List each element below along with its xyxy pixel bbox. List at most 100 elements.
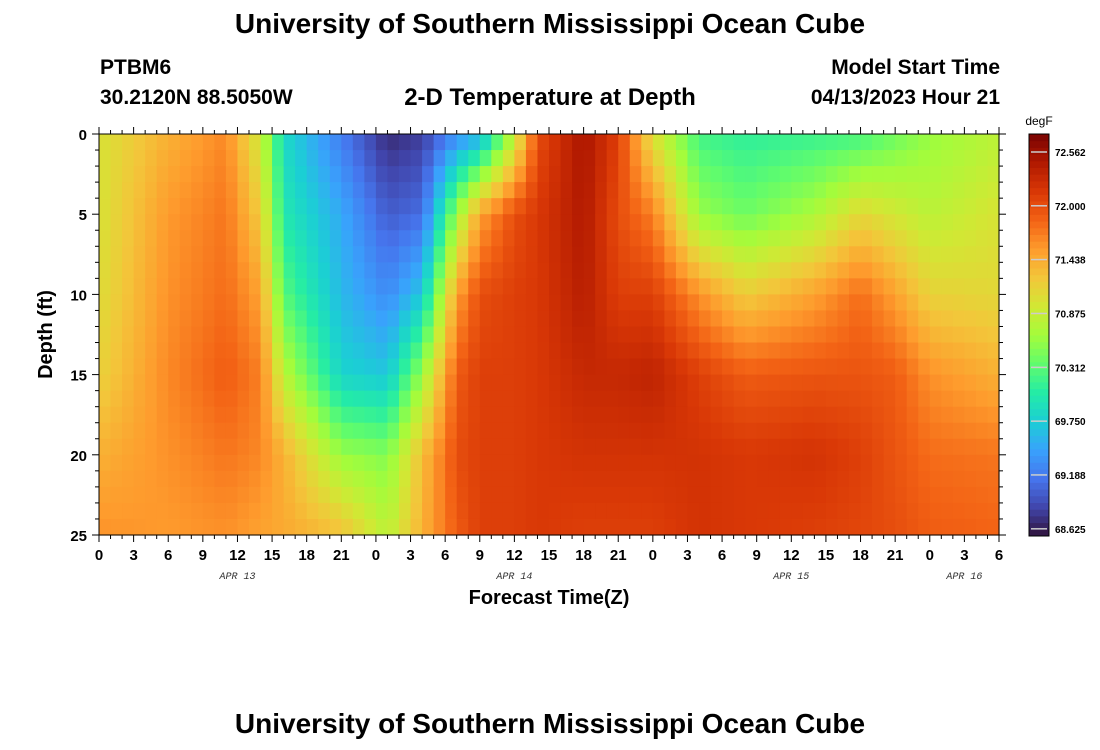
heatmap-cell <box>849 230 862 247</box>
heatmap-cell <box>664 438 677 456</box>
heatmap-cell <box>387 390 400 408</box>
heatmap-cell <box>445 518 458 536</box>
heatmap-cell <box>779 486 792 504</box>
heatmap-cell <box>652 438 665 456</box>
heatmap-cell <box>641 278 654 295</box>
heatmap-cell <box>837 310 850 328</box>
heatmap-cell <box>814 502 827 520</box>
heatmap-cell <box>849 326 862 344</box>
heatmap-cell <box>295 230 308 247</box>
heatmap-cell <box>214 486 227 504</box>
heatmap-cell <box>468 326 481 344</box>
heatmap-cell <box>779 342 792 360</box>
heatmap-cell <box>283 342 296 360</box>
heatmap-cell <box>664 454 677 472</box>
heatmap-cell <box>156 134 169 151</box>
heatmap-cell <box>814 326 827 344</box>
heatmap-cell <box>318 198 331 215</box>
heatmap-cell <box>122 438 135 456</box>
heatmap-cell <box>202 342 215 360</box>
heatmap-cell <box>572 262 585 279</box>
heatmap-cell <box>306 294 319 312</box>
heatmap-cell <box>975 518 989 536</box>
heatmap-cell <box>168 262 181 279</box>
heatmap-cell <box>433 486 446 504</box>
heatmap-cell <box>952 454 965 472</box>
heatmap-cell <box>872 374 885 392</box>
heatmap-cell <box>329 214 342 231</box>
heatmap-cell <box>849 406 862 424</box>
heatmap-cell <box>652 454 665 472</box>
heatmap-cell <box>987 230 1000 247</box>
heatmap-cell <box>675 134 689 151</box>
heatmap-cell <box>583 198 596 215</box>
heatmap-cell <box>214 134 227 151</box>
heatmap-cell <box>145 470 158 488</box>
heatmap-cell <box>456 518 469 536</box>
heatmap-cell <box>214 150 227 167</box>
heatmap-cell <box>191 246 204 263</box>
heatmap-cell <box>260 454 273 472</box>
heatmap-cell <box>618 422 631 440</box>
heatmap-cell <box>849 214 862 231</box>
heatmap-cell <box>306 134 319 151</box>
heatmap-cell <box>422 326 435 344</box>
heatmap-cell <box>814 182 827 199</box>
heatmap-cell <box>941 134 954 151</box>
heatmap-cell <box>283 438 296 456</box>
heatmap-cell <box>456 374 469 392</box>
colorbar-segment <box>1029 247 1049 256</box>
heatmap-cell <box>629 262 642 279</box>
heatmap-cell <box>179 246 192 263</box>
heatmap-cell <box>168 230 181 247</box>
heatmap-cell <box>191 470 204 488</box>
heatmap-cell <box>710 390 723 408</box>
heatmap-cell <box>122 166 135 183</box>
heatmap-cell <box>306 502 319 520</box>
heatmap-cell <box>768 182 781 199</box>
heatmap-cell <box>802 342 815 360</box>
heatmap-cell <box>318 214 331 231</box>
heatmap-cell <box>825 502 839 520</box>
heatmap-cell <box>422 454 435 472</box>
heatmap-cell <box>445 326 458 344</box>
heatmap-cell <box>99 230 112 247</box>
heatmap-cell <box>214 358 227 376</box>
colorbar-segment <box>1029 167 1049 175</box>
heatmap-cell <box>468 422 481 440</box>
heatmap-cell <box>825 470 839 488</box>
colorbar-segment <box>1029 321 1049 329</box>
heatmap-cell <box>975 294 989 312</box>
heatmap-cell <box>964 470 977 488</box>
heatmap-cell <box>122 486 135 504</box>
heatmap-cell <box>479 374 492 392</box>
heatmap-cell <box>410 374 423 392</box>
heatmap-cell <box>341 390 354 408</box>
heatmap-cell <box>364 358 377 376</box>
heatmap-cell <box>583 470 596 488</box>
heatmap-cell <box>468 438 481 456</box>
heatmap-cell <box>814 342 827 360</box>
heatmap-cell <box>318 470 331 488</box>
heatmap-cell <box>375 262 389 279</box>
heatmap-cell <box>399 230 412 247</box>
heatmap-cell <box>675 214 689 231</box>
heatmap-cell <box>375 406 389 424</box>
heatmap-cell <box>814 470 827 488</box>
heatmap-cell <box>572 150 585 167</box>
heatmap-cell <box>941 518 954 536</box>
heatmap-cell <box>952 502 965 520</box>
heatmap-cell <box>191 278 204 295</box>
heatmap-cell <box>99 182 112 199</box>
heatmap-cell <box>549 150 562 167</box>
heatmap-cell <box>906 454 919 472</box>
heatmap-cell <box>779 470 792 488</box>
heatmap-cell <box>179 166 192 183</box>
heatmap-cell <box>583 150 596 167</box>
heatmap-cell <box>99 438 112 456</box>
model-start-value: 04/13/2023 Hour 21 <box>810 86 1000 109</box>
heatmap-cell <box>618 246 631 263</box>
heatmap-cell <box>768 486 781 504</box>
heatmap-cell <box>849 358 862 376</box>
heatmap-cell <box>283 518 296 536</box>
